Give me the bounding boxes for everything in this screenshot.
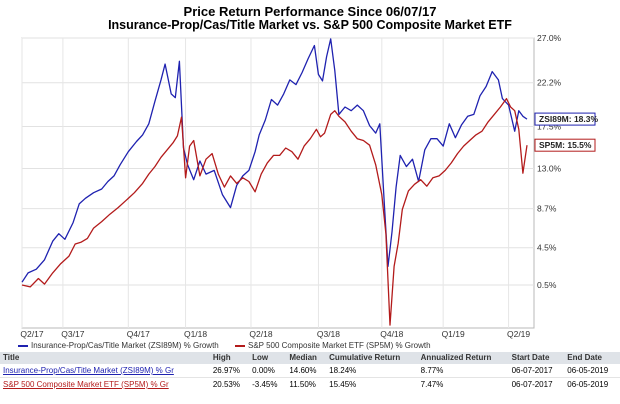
- chart-subtitle: Insurance-Prop/Cas/Title Market vs. S&P …: [108, 18, 512, 32]
- series-line-zsi89m: [21, 38, 528, 283]
- col-end-date: End Date: [564, 352, 620, 364]
- cell-end-date: 06-05-2019: [567, 366, 609, 375]
- chart-title: Price Return Performance Since 06/07/17: [183, 4, 437, 19]
- x-tick-label: Q3/18: [317, 329, 340, 339]
- legend-item-zsi89m: Insurance-Prop/Cas/Title Market (ZSI89M)…: [18, 340, 219, 351]
- x-axis-ticks: Q2/17 Q3/17 Q4/17 Q1/18 Q2/18 Q3/18 Q4/18 Q1/19…: [20, 329, 530, 339]
- end-label-box: [534, 112, 596, 126]
- col-start-date: Start Date: [508, 352, 565, 364]
- legend-label-zsi89m: Insurance-Prop/Cas/Title Market (ZSI89M)…: [31, 341, 219, 350]
- col-median: Median: [286, 352, 327, 364]
- series-end-labels: ZSI89M: 18.3% SP5M: 15.5%: [534, 112, 598, 152]
- cell-annualized: 7.47%: [417, 377, 509, 391]
- cell-low: -3.45%: [249, 377, 287, 391]
- row-title-link[interactable]: Insurance-Prop/Cas/Title Market (ZSI89M)…: [3, 366, 174, 375]
- y-tick-label: 8.7%: [537, 204, 557, 214]
- cell-end-date: 06-05-2019: [564, 377, 620, 391]
- cell-cumulative: 18.24%: [329, 366, 357, 375]
- end-label-box: [534, 138, 596, 152]
- series-line-sp5m: [21, 97, 528, 326]
- series-lines: [21, 38, 528, 326]
- cell-cumulative: 15.45%: [326, 377, 418, 391]
- y-tick-label: 0.5%: [537, 280, 557, 290]
- x-tick-label: Q3/17: [61, 329, 84, 339]
- legend-label-sp5m: S&P 500 Composite Market ETF (SP5M) % Gr…: [248, 341, 431, 350]
- end-label-text: ZSI89M: 18.3%: [539, 114, 598, 124]
- col-cumulative-return: Cumulative Return: [326, 352, 418, 364]
- x-tick-label: Q1/19: [442, 329, 465, 339]
- end-label-sp5m: SP5M: 15.5%: [534, 138, 596, 152]
- col-annualized-return: Annualized Return: [417, 352, 509, 364]
- row-title-link[interactable]: S&P 500 Composite Market ETF (SP5M) % Gr: [0, 377, 210, 391]
- table-row: S&P 500 Composite Market ETF (SP5M) % Gr…: [0, 377, 620, 391]
- x-tick-label: Q4/18: [380, 329, 403, 339]
- cell-start-date: 06-07-2017: [511, 366, 553, 375]
- cell-high: 26.97%: [212, 366, 240, 375]
- col-high: High: [209, 352, 250, 364]
- y-tick-label: 13.0%: [537, 163, 562, 173]
- y-tick-label: 27.0%: [537, 33, 562, 43]
- legend-swatch-red: [235, 344, 245, 347]
- end-label-text: SP5M: 15.5%: [539, 140, 592, 150]
- legend-item-sp5m: S&P 500 Composite Market ETF (SP5M) % Gr…: [235, 340, 431, 351]
- end-label-zsi89m: ZSI89M: 18.3%: [534, 112, 598, 126]
- x-tick-label: Q2/19: [507, 329, 530, 339]
- x-tick-label: Q2/18: [249, 329, 272, 339]
- cell-start-date: 06-07-2017: [508, 377, 565, 391]
- line-chart: 27.0% 22.2% 17.5% 13.0% 8.7% 4.5% 0.5% Q2/17 Q3…: [20, 33, 598, 339]
- cell-low: 0.00%: [252, 366, 275, 375]
- cell-annualized: 8.77%: [420, 366, 444, 375]
- stats-header-row: Title High Low Median Cumulative Return …: [0, 352, 620, 364]
- y-tick-label: 22.2%: [537, 78, 562, 88]
- chart-legend: Insurance-Prop/Cas/Title Market (ZSI89M)…: [18, 340, 445, 351]
- y-tick-label: 17.5%: [537, 122, 562, 132]
- table-row: Insurance-Prop/Cas/Title Market (ZSI89M)…: [0, 364, 620, 378]
- cell-high: 20.53%: [209, 377, 250, 391]
- grid-lines: [21, 37, 535, 329]
- legend-swatch-blue: [18, 344, 28, 347]
- y-axis-ticks: 27.0% 22.2% 17.5% 13.0% 8.7% 4.5% 0.5%: [537, 33, 562, 290]
- cell-median: 14.60%: [289, 366, 317, 375]
- col-low: Low: [249, 352, 287, 364]
- stats-table: Title High Low Median Cumulative Return …: [0, 352, 620, 391]
- cell-median: 11.50%: [286, 377, 327, 391]
- y-tick-label: 4.5%: [537, 243, 557, 253]
- col-title: Title: [0, 352, 210, 364]
- x-tick-label: Q4/17: [127, 329, 150, 339]
- x-tick-label: Q2/17: [20, 329, 43, 339]
- x-tick-label: Q1/18: [184, 329, 207, 339]
